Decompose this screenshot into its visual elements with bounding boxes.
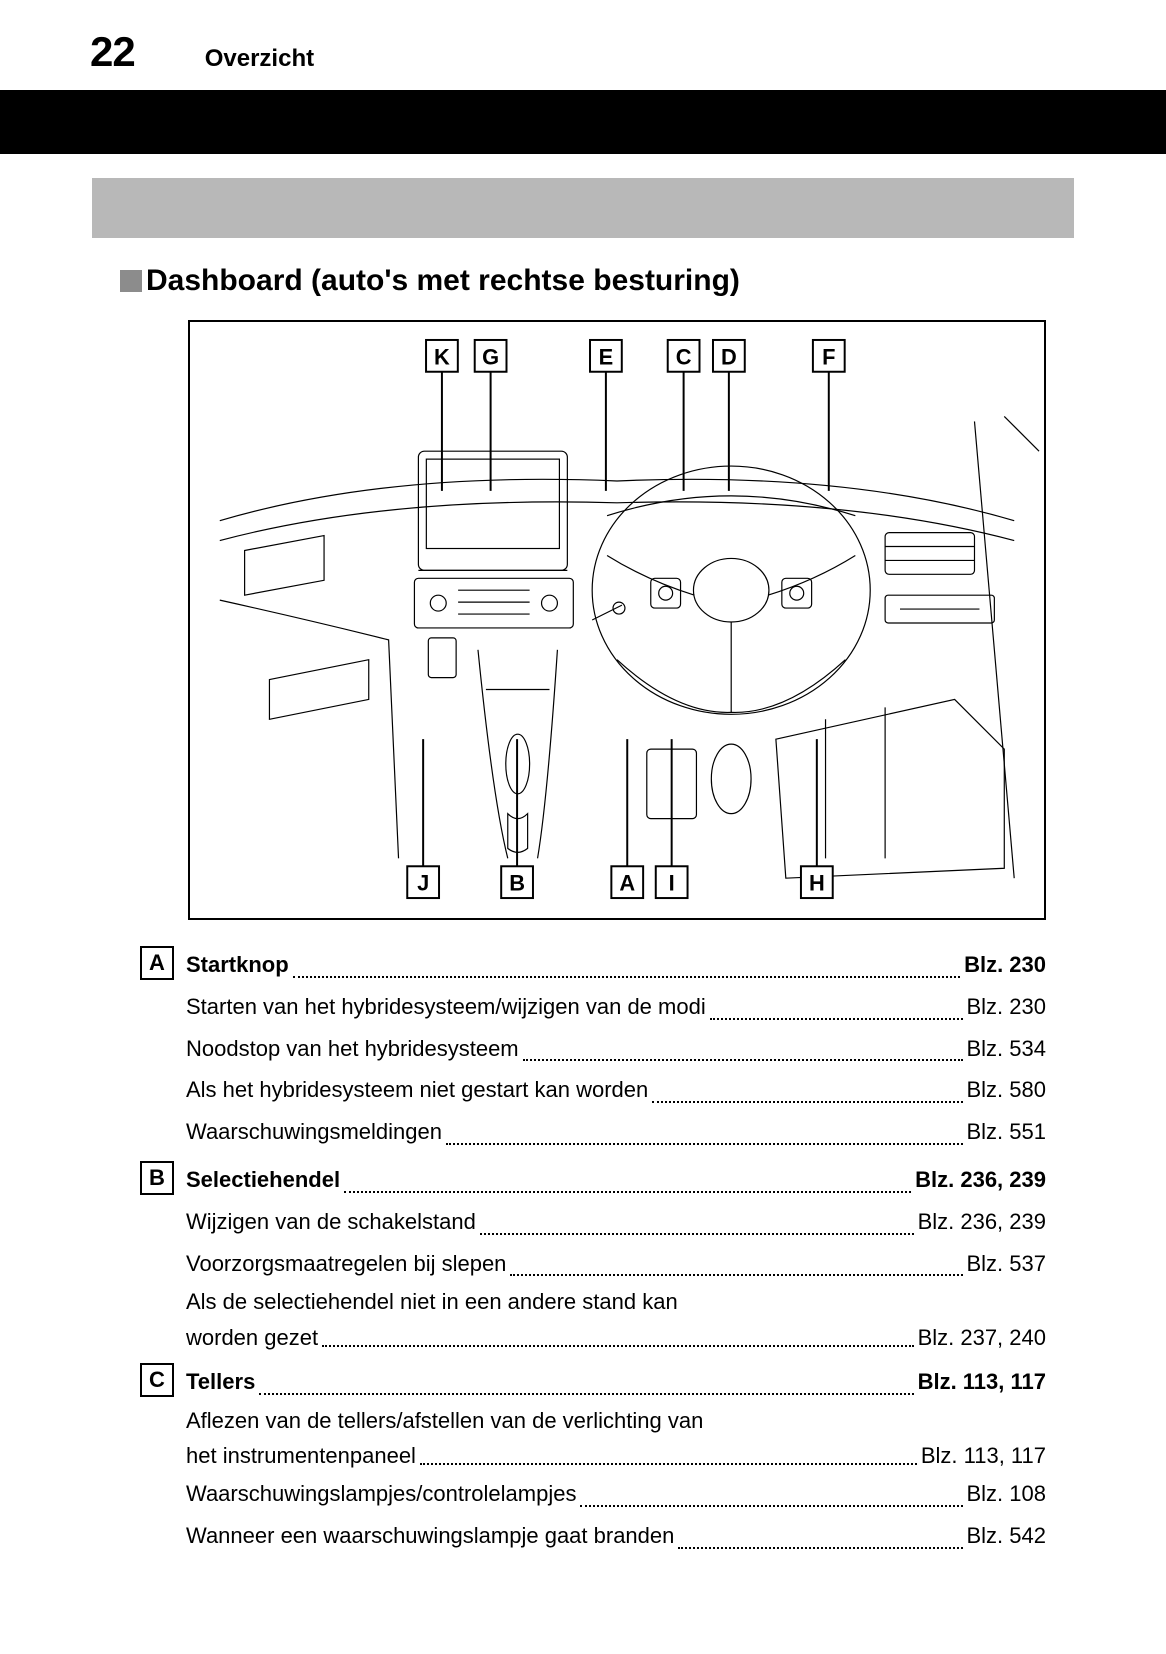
entry-page-ref: Blz. 237, 240 [918, 1320, 1046, 1355]
diagram-label-text: K [434, 344, 450, 369]
entry-page-ref: Blz. 551 [967, 1111, 1047, 1153]
list-entry: Als het hybridesysteem niet gestart kan … [186, 1069, 1046, 1111]
list-entry-multiline: Aflezen van de tellers/afstellen van de … [186, 1403, 1046, 1473]
entry-page-ref: Blz. 236, 239 [918, 1201, 1046, 1243]
diagram-label-text: G [482, 344, 499, 369]
list-entry: Waarschuwingslampjes/controlelampjes Blz… [186, 1473, 1046, 1515]
diagram-label-text: C [676, 344, 692, 369]
entry-page-ref: Blz. 230 [964, 944, 1046, 986]
leader-dots [480, 1231, 914, 1235]
entry-text: Wanneer een waarschuwingslampje gaat bra… [186, 1515, 674, 1557]
entry-text: Selectiehendel [186, 1159, 340, 1201]
entry-text: Als het hybridesysteem niet gestart kan … [186, 1069, 648, 1111]
heading-text: Dashboard (auto's met rechtse besturing) [146, 264, 740, 298]
page-header: 22 Overzicht [0, 0, 1166, 90]
entry-text: Tellers [186, 1361, 255, 1403]
leader-dots [678, 1545, 962, 1549]
entry-text: Voorzorgsmaatregelen bij slepen [186, 1243, 506, 1285]
list-entry: Noodstop van het hybridesysteem Blz. 534 [186, 1028, 1046, 1070]
entry-text: Noodstop van het hybridesysteem [186, 1028, 519, 1070]
entry-text: Starten van het hybridesysteem/wijzigen … [186, 986, 706, 1028]
diagram-label-text: J [417, 871, 429, 896]
entry-text: Waarschuwingsmeldingen [186, 1111, 442, 1153]
manual-page: 22 Overzicht Dashboard (auto's met recht… [0, 0, 1166, 1654]
leader-dots [580, 1503, 962, 1507]
leader-dots [293, 974, 960, 978]
code-box-a: A [140, 946, 174, 980]
entry-text: Wijzigen van de schakelstand [186, 1201, 476, 1243]
leader-dots [420, 1461, 917, 1465]
entry-page-ref: Blz. 230 [967, 986, 1047, 1028]
list-entry: Tellers Blz. 113, 117 [186, 1361, 1046, 1403]
list-group: C Tellers Blz. 113, 117Aflezen van de tel… [140, 1361, 1046, 1557]
diagram-label-text: H [809, 871, 825, 896]
entry-text: het instrumentenpaneel [186, 1438, 416, 1473]
code-box-b: B [140, 1161, 174, 1195]
leader-dots [322, 1343, 913, 1347]
list-entry: Wijzigen van de schakelstand Blz. 236, 2… [186, 1201, 1046, 1243]
diagram-label-text: F [822, 344, 835, 369]
diagram-label-text: B [509, 871, 525, 896]
entry-page-ref: Blz. 236, 239 [915, 1159, 1046, 1201]
list-entry-multiline: Als de selectiehendel niet in een andere… [186, 1284, 1046, 1354]
entry-page-ref: Blz. 542 [967, 1515, 1047, 1557]
list-content: Startknop Blz. 230 Starten van het hybride… [186, 944, 1046, 1153]
section-title: Overzicht [205, 45, 314, 73]
black-divider-bar [0, 90, 1166, 154]
entry-page-ref: Blz. 113, 117 [921, 1438, 1046, 1473]
leader-dots [523, 1057, 963, 1061]
leader-dots [344, 1189, 911, 1193]
entry-text: Startknop [186, 944, 289, 986]
list-entry: Wanneer een waarschuwingslampje gaat bra… [186, 1515, 1046, 1557]
list-group: A Startknop Blz. 230 Starten van het hybrid… [140, 944, 1046, 1153]
entry-page-ref: Blz. 534 [967, 1028, 1047, 1070]
diagram-label-text: A [619, 871, 635, 896]
leader-dots [259, 1391, 913, 1395]
list-content: Selectiehendel Blz. 236, 239Wijzigen van… [186, 1159, 1046, 1355]
leader-dots [652, 1099, 962, 1103]
entry-page-ref: Blz. 108 [967, 1473, 1047, 1515]
leader-dots [510, 1272, 962, 1276]
list-entry: Starten van het hybridesysteem/wijzigen … [186, 986, 1046, 1028]
dashboard-diagram: K G E C D F J B A I H [188, 320, 1046, 920]
list-content: Tellers Blz. 113, 117Aflezen van de tell… [186, 1361, 1046, 1557]
entry-text: Waarschuwingslampjes/controlelampjes [186, 1473, 576, 1515]
diagram-label-text: E [599, 344, 614, 369]
diagram-svg: K G E C D F J B A I H [190, 322, 1044, 918]
entry-page-ref: Blz. 113, 117 [918, 1361, 1046, 1403]
reference-list: A Startknop Blz. 230 Starten van het hybrid… [140, 944, 1046, 1557]
code-box-c: C [140, 1363, 174, 1397]
list-entry: Selectiehendel Blz. 236, 239 [186, 1159, 1046, 1201]
section-heading: Dashboard (auto's met rechtse besturing) [120, 264, 1166, 298]
leader-dots [446, 1141, 963, 1145]
heading-square-icon [120, 270, 142, 292]
list-entry: Voorzorgsmaatregelen bij slepen Blz. 537 [186, 1243, 1046, 1285]
diagram-label-text: I [669, 871, 675, 896]
list-entry: Waarschuwingsmeldingen Blz. 551 [186, 1111, 1046, 1153]
entry-page-ref: Blz. 537 [967, 1243, 1047, 1285]
leader-dots [710, 1016, 963, 1020]
list-group: BSelectiehendel Blz. 236, 239Wijzigen va… [140, 1159, 1046, 1355]
grey-title-bar [92, 178, 1074, 238]
entry-page-ref: Blz. 580 [967, 1069, 1047, 1111]
list-entry: Startknop Blz. 230 [186, 944, 1046, 986]
entry-text: worden gezet [186, 1320, 318, 1355]
page-number: 22 [90, 28, 135, 76]
diagram-label-text: D [721, 344, 737, 369]
